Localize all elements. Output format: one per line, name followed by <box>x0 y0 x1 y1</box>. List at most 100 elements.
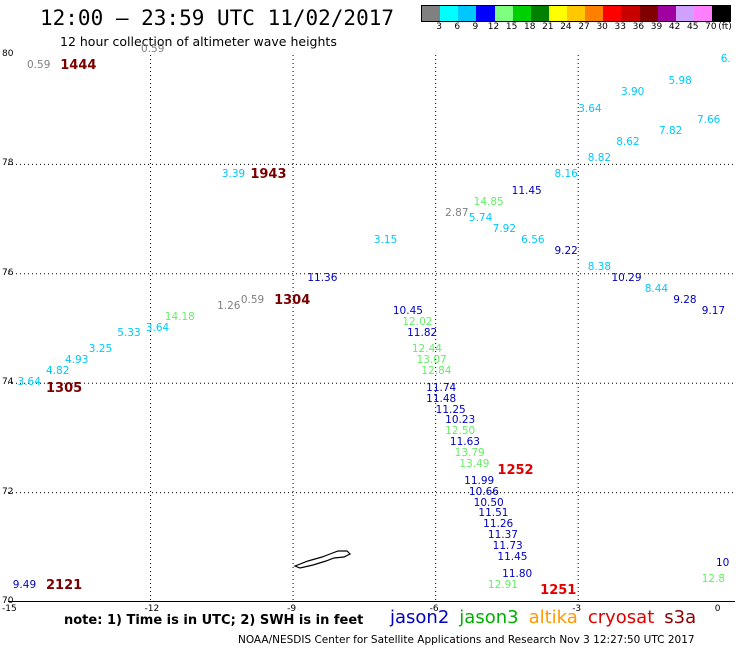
lon-tick-label: -3 <box>572 604 582 614</box>
wave-height-label: 4.82 <box>46 365 70 378</box>
pass-time-label: 1304 <box>274 293 311 309</box>
colorbar-swatch <box>512 6 531 21</box>
legend-entry: s3a <box>664 607 697 628</box>
chart-title: 12:00 – 23:59 UTC 11/02/2017 <box>40 6 395 30</box>
lon-tick-label: -6 <box>429 604 439 614</box>
colorbar-swatch <box>567 6 586 21</box>
colorbar-label: 70 <box>705 22 717 32</box>
wave-height-label: 11.45 <box>497 551 528 564</box>
colorbar-label: 15 <box>505 22 518 32</box>
colorbar-swatch <box>621 6 640 21</box>
legend-entry: jason2 <box>390 607 450 628</box>
colorbar-labels: 3 6 9 12 15 18 21 24 27 30 33 36 39 42 45 70 (ft) <box>421 22 732 34</box>
colorbar-label: 9 <box>472 22 479 32</box>
colorbar-swatch <box>476 6 495 21</box>
wave-height-label: 11.45 <box>511 184 542 197</box>
wave-height-label: 13.07 <box>416 354 447 367</box>
wave-height-label: 4.93 <box>65 354 89 367</box>
pass-time-label: 1252 <box>497 462 534 478</box>
wave-height-label: 13.49 <box>459 458 490 471</box>
wave-height-label: 10.50 <box>473 496 504 509</box>
wave-height-label: 10.66 <box>468 485 499 498</box>
wave-height-label: 6. <box>720 53 731 66</box>
colorbar-swatch <box>585 6 604 21</box>
wave-height-label: 6.56 <box>521 233 545 246</box>
wave-height-label: 11.63 <box>449 436 480 449</box>
colorbar-swatch <box>675 6 694 21</box>
wave-height-map: 80 78 76 74 72 70 -15 -12 -9 -6 -3 0 0.59 0.59 3.39 1.2… <box>2 43 735 614</box>
pass-time-label: 1444 <box>60 57 97 73</box>
lon-tick-label: -12 <box>144 604 160 614</box>
wave-height-label: 3.15 <box>373 233 398 246</box>
colorbar-label: 21 <box>542 22 554 32</box>
map-canvas <box>8 55 735 602</box>
wave-height-label: 11.74 <box>426 381 457 394</box>
lon-tick-label: 0 <box>714 604 721 614</box>
colorbar-label: 30 <box>596 22 608 32</box>
colorbar <box>421 5 731 22</box>
colorbar-swatch <box>639 6 658 21</box>
colorbar-label: 27 <box>578 22 590 32</box>
wave-height-label: 3.64 <box>145 321 170 334</box>
wave-height-label: 7.82 <box>658 124 683 137</box>
wave-height-label: 12.91 <box>487 578 518 591</box>
colorbar-label: 42 <box>668 22 681 32</box>
wave-height-label: 2.87 <box>445 206 469 219</box>
wave-height-label: 8.16 <box>554 168 578 181</box>
wave-height-label: 10 <box>715 556 730 569</box>
wave-height-label: 8.38 <box>587 261 612 274</box>
colorbar-label: 12 <box>487 22 500 32</box>
wave-height-label: 11.80 <box>502 567 533 580</box>
footer-credit: NOAA/NESDIS Center for Satellite Applica… <box>238 634 695 646</box>
wave-height-label: 9.22 <box>554 244 578 257</box>
wave-height-label: 3.64 <box>17 376 41 389</box>
colorbar-label: 39 <box>650 22 663 32</box>
lon-tick-label: -15 <box>2 604 17 614</box>
wave-height-label: 3.39 <box>221 168 246 181</box>
wave-height-label: 11.48 <box>426 392 457 405</box>
wave-height-label: 5.33 <box>117 326 141 339</box>
colorbar-label: 24 <box>560 22 572 32</box>
wave-height-label: 11.73 <box>492 540 523 553</box>
wave-height-label: 11.51 <box>478 507 509 520</box>
wave-height-label: 9.49 <box>12 578 37 591</box>
wave-height-label: 9.28 <box>673 294 697 307</box>
colorbar-label: 36 <box>632 22 645 32</box>
colorbar-swatch <box>458 6 477 21</box>
wave-height-label: 3.90 <box>620 86 645 99</box>
colorbar-label: 45 <box>687 22 699 32</box>
colorbar-label: 6 <box>454 22 461 32</box>
colorbar-unit: (ft) <box>718 22 732 32</box>
colorbar-swatch <box>530 6 549 21</box>
wave-height-label: 11.36 <box>307 272 338 285</box>
wave-height-label: 8.82 <box>587 151 612 164</box>
wave-height-label: 10.29 <box>611 272 642 285</box>
legend-entry: jason3 <box>459 607 519 628</box>
chart-subtitle: 12 hour collection of altimeter wave hei… <box>60 34 337 49</box>
lat-tick-label: 70 <box>2 596 14 606</box>
island-outline <box>293 550 352 569</box>
satellite-legend: jason2 jason3 altika cryosat s3a <box>390 607 706 628</box>
wave-height-label: 10.45 <box>392 305 423 318</box>
lat-tick-label: 72 <box>2 486 14 497</box>
note-text: note: 1) Time is in UTC; 2) SWH is in fe… <box>64 613 364 628</box>
wave-height-label: 14.85 <box>473 195 504 208</box>
colorbar-label: 33 <box>614 22 627 32</box>
wave-height-label: 12.50 <box>445 425 476 438</box>
wave-height-label: 3.64 <box>578 102 602 115</box>
colorbar-swatch <box>440 6 459 21</box>
wave-height-label: 8.62 <box>616 135 640 148</box>
lat-tick-label: 76 <box>2 267 14 278</box>
wave-height-label: 12.02 <box>402 316 433 329</box>
wave-height-label: 11.82 <box>407 326 438 339</box>
colorbar-swatch <box>712 6 731 21</box>
wave-height-label: 5.74 <box>468 212 493 225</box>
wave-height-label: 7.92 <box>492 223 517 236</box>
legend-entry: cryosat <box>587 607 655 628</box>
colorbar-swatch <box>657 6 676 21</box>
pass-time-label: 1251 <box>540 583 577 599</box>
pass-time-label: 2121 <box>46 577 83 593</box>
legend-entry: altika <box>528 607 578 628</box>
wave-height-label: 7.66 <box>696 113 721 126</box>
wave-height-label: 11.99 <box>464 474 495 487</box>
